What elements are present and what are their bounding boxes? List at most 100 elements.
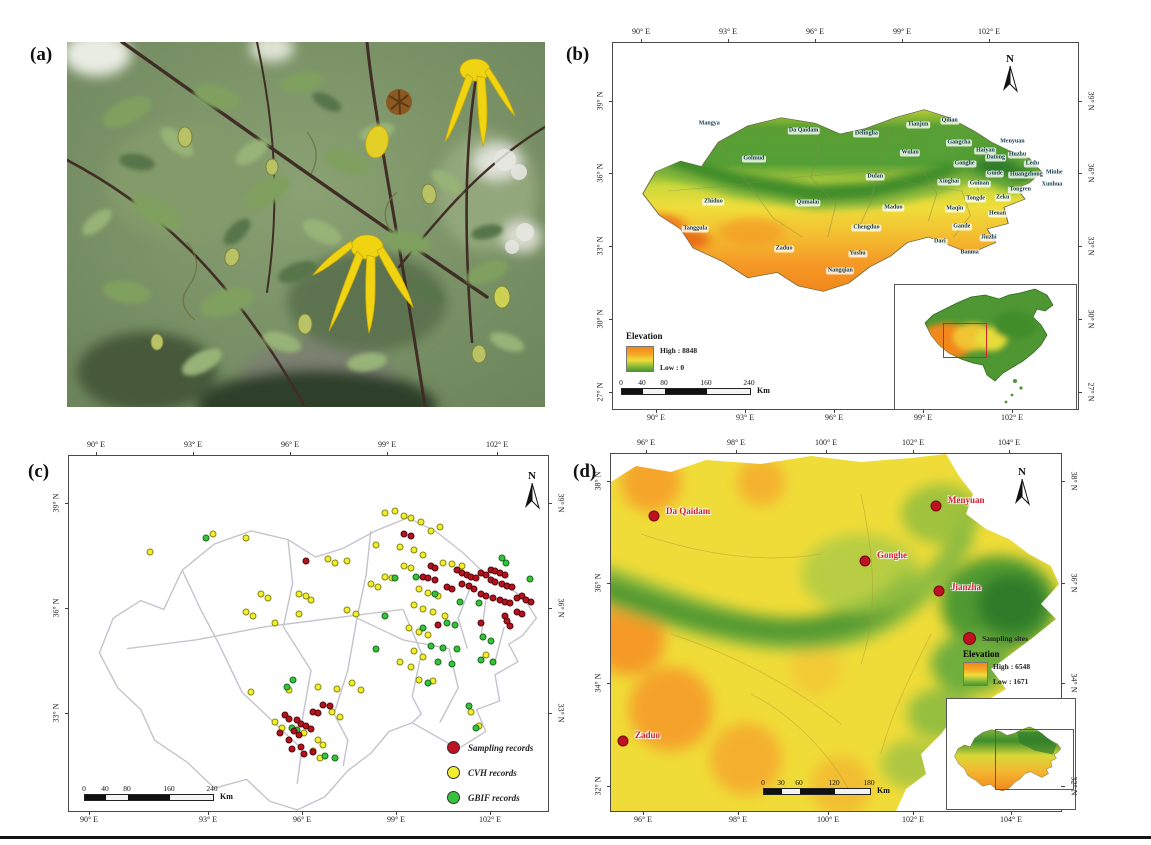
gbif-record-dot	[202, 534, 209, 542]
cvh-record-dot	[429, 608, 437, 616]
sampling-record-dot	[489, 594, 497, 602]
axis-tick-label: 102° E	[977, 27, 1001, 36]
axis-tick-label: 99° E	[892, 27, 912, 36]
sampling-site-label: Jianzha	[951, 582, 982, 592]
place-label: Dari	[932, 238, 948, 246]
sampling-record-dot	[400, 530, 408, 538]
panel-d-inset-extent-rect	[995, 729, 1074, 790]
cvh-record-dot	[372, 541, 380, 549]
sampling-record-dot	[491, 578, 499, 586]
cvh-record-dot	[439, 559, 447, 566]
scalebar-number: 0	[761, 778, 765, 787]
scalebar-number: 40	[101, 784, 109, 793]
axis-tick-mark	[1011, 811, 1012, 815]
axis-tick-label: 90° E	[631, 27, 651, 36]
axis-tick-mark	[1078, 246, 1082, 247]
gbif-record-dot	[427, 642, 435, 650]
axis-tick-label: 34° N	[593, 673, 603, 693]
cvh-record-dot	[400, 562, 408, 570]
axis-tick-mark	[834, 409, 835, 413]
cvh-record-dot	[374, 583, 382, 591]
place-label: Wulan	[900, 149, 921, 157]
china-inset-map	[924, 288, 1054, 404]
cvh-record-dot	[324, 555, 332, 563]
sampling-record-dot	[482, 592, 490, 600]
axis-tick-mark	[1009, 450, 1010, 454]
cvh-record-dot	[410, 601, 418, 609]
place-label: Gande	[951, 223, 972, 231]
gbif-record-dot	[321, 752, 329, 760]
axis-tick-mark	[1061, 786, 1065, 787]
panel-b-label: (b)	[566, 44, 590, 65]
place-label: Zhiduo	[702, 198, 725, 206]
axis-tick-label: 33° N	[1086, 236, 1096, 256]
sampling-site-dot	[859, 555, 871, 567]
sampling-record-dot	[470, 585, 478, 593]
gbif-record-dot	[439, 644, 447, 652]
scalebar-number: 60	[795, 778, 803, 787]
axis-tick-mark	[1012, 409, 1013, 413]
scalebar-number: 0	[82, 784, 86, 793]
axis-tick-label: 96° E	[824, 413, 844, 422]
axis-tick-label: 90° E	[79, 815, 99, 824]
place-label: Menyuan	[998, 138, 1027, 146]
gbif-record-dot	[465, 702, 473, 710]
place-label: Delingha	[853, 130, 880, 138]
elevation-high-label: High : 6548	[993, 662, 1031, 671]
gbif-record-dot	[289, 676, 297, 684]
sampling-record-dot	[319, 701, 327, 708]
axis-tick-label: 36° N	[556, 598, 566, 618]
sampling-record-dot	[434, 621, 442, 629]
sampling-record-dot	[302, 557, 310, 565]
gbif-record-dot	[419, 624, 427, 632]
axis-tick-label: 39° N	[1086, 91, 1096, 111]
panel-b-china-inset	[894, 284, 1077, 410]
cvh-record-dot	[314, 736, 322, 744]
place-label: Xunhua	[1040, 181, 1064, 189]
axis-tick-mark	[396, 811, 397, 815]
gbif-record-dot	[502, 559, 510, 566]
elevation-high-label: High : 8848	[660, 346, 698, 355]
figure-bottom-rule	[0, 836, 1151, 839]
sampling-record-dot	[482, 571, 490, 579]
sampling-record-dot	[458, 580, 466, 588]
place-label: Dulan	[865, 173, 885, 181]
north-arrow-icon: N	[1003, 53, 1018, 93]
sampling-records-dot	[447, 741, 460, 754]
cvh-record-dot	[271, 718, 279, 726]
sampling-record-dot	[300, 750, 308, 758]
gbif-record-dot	[424, 679, 432, 687]
scalebar-number: 180	[863, 778, 875, 787]
gbif-record-dot	[443, 619, 451, 627]
axis-tick-mark	[65, 503, 69, 504]
axis-tick-label: 104° E	[999, 815, 1023, 824]
axis-tick-label: 33° N	[51, 703, 61, 723]
cvh-record-dot	[336, 713, 344, 721]
gbif-record-dot	[381, 612, 389, 620]
axis-tick-mark	[641, 39, 642, 43]
scalebar-number: 240	[206, 784, 218, 793]
axis-tick-mark	[828, 811, 829, 815]
axis-tick-label: 100° E	[816, 815, 840, 824]
sampling-record-dot	[297, 743, 305, 751]
axis-tick-label: 27° N	[595, 382, 605, 402]
axis-tick-mark	[923, 409, 924, 413]
axis-tick-mark	[302, 811, 303, 815]
gbif-record-dot	[331, 754, 339, 762]
place-label: Henan	[987, 210, 1008, 218]
cvh-records-dot	[447, 766, 460, 779]
cvh-record-dot	[424, 631, 432, 639]
sampling-record-dot	[431, 564, 439, 572]
panel-d-map: 96° E 98° E 100° E 102° E 104° E 96° E 98° E 10…	[594, 438, 1079, 824]
axis-tick-label: 99° E	[386, 815, 406, 824]
sampling-record-dot	[309, 748, 317, 756]
panel-c-map: 90° E 93° E 96° E 99° E 102° E 90° E 93° E 96° …	[52, 440, 566, 824]
axis-tick-label: 98° E	[728, 815, 748, 824]
cvh-record-dot	[264, 594, 272, 602]
cvh-record-dot	[396, 543, 403, 551]
svg-text:N: N	[1006, 53, 1014, 65]
cvh-record-dot	[396, 658, 403, 666]
axis-tick-mark	[89, 811, 90, 815]
place-label: Tanggula	[681, 225, 709, 233]
place-label: Zaduo	[774, 245, 794, 253]
